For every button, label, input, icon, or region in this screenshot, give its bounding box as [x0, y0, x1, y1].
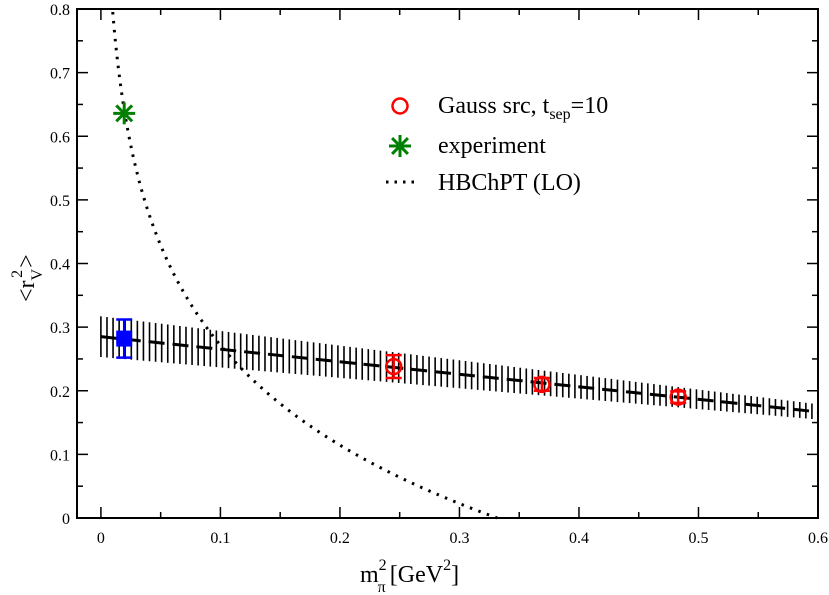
gauss-point — [384, 357, 403, 376]
extrapolated-point — [116, 330, 133, 347]
legend-item-gauss: Gauss src, tsep=10 — [391, 93, 608, 123]
legend-marker-star — [389, 135, 411, 157]
y-tick-label: 0.2 — [50, 384, 70, 401]
experiment-point — [115, 104, 134, 123]
legend-label-gauss: Gauss src, tsep=10 — [438, 93, 608, 123]
legend-marker-open-circle — [391, 97, 409, 115]
y-axis-label: <rV2> — [9, 254, 46, 302]
legend-item-hbchpt: HBChPT (LO) — [386, 170, 581, 196]
data-points — [113, 102, 687, 406]
y-tick-label: 0.8 — [50, 2, 70, 19]
x-tick-label: 0.2 — [330, 530, 350, 547]
y-tick-label: 0.5 — [50, 193, 70, 210]
y-tick-label: 0.6 — [50, 129, 70, 146]
x-tick-label: 0.5 — [688, 530, 708, 547]
legend-star-stroke — [391, 137, 409, 155]
gauss-point — [669, 388, 687, 406]
plot-frame — [76, 8, 819, 519]
x-axis-label: m2 π [GeV2] — [360, 557, 459, 595]
hbchpt-curve — [111, 11, 498, 520]
x-tick-label: 0.3 — [449, 530, 469, 547]
legend-label-hbchpt: HBChPT (LO) — [438, 170, 581, 196]
fit-dashed-line — [100, 335, 819, 414]
gauss-point — [533, 375, 551, 394]
x-tick-label: 0.6 — [808, 530, 828, 547]
y-tick-label: 0 — [62, 511, 70, 528]
fit-error-band — [100, 316, 819, 420]
hbchpt-dotted-path — [111, 11, 498, 520]
x-tick-label: 0 — [97, 530, 105, 547]
fit-line — [100, 335, 819, 414]
x-tick-label: 0.4 — [569, 530, 589, 547]
legend: Gauss src, tsep=10 experiment HBChPT (LO… — [386, 93, 608, 196]
legend-label-experiment: experiment — [438, 133, 546, 159]
y-tick-label: 0.1 — [50, 447, 70, 464]
x-tick-label: 0.1 — [210, 530, 230, 547]
y-tick-label: 0.7 — [50, 66, 70, 83]
y-tick-label: 0.4 — [50, 257, 70, 274]
legend-item-experiment: experiment — [389, 133, 546, 159]
y-axis-ticks: 0 0.1 0.2 0.3 0.4 0.5 0.6 0.7 0.8 — [50, 2, 818, 528]
y-tick-label: 0.3 — [50, 320, 70, 337]
x-axis-ticks: 0 0.1 0.2 0.3 0.4 0.5 0.6 — [97, 9, 828, 547]
